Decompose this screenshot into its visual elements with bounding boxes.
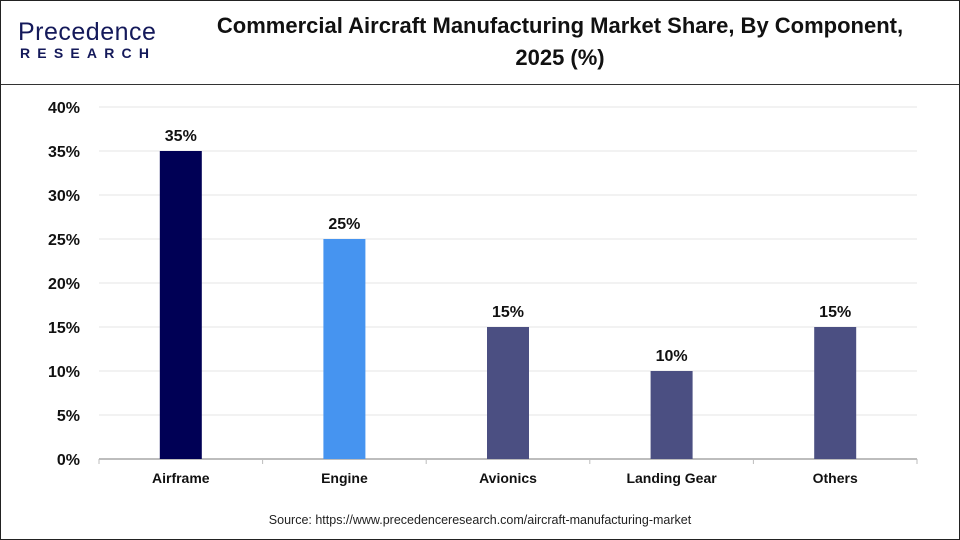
logo-text-line2: RESEARCH — [20, 45, 157, 61]
x-tick-label: Landing Gear — [626, 470, 717, 486]
y-tick-label: 0% — [57, 452, 80, 469]
logo-text-line1: Precedence — [18, 18, 157, 46]
y-tick-label: 20% — [48, 276, 80, 293]
x-tick-label: Engine — [321, 470, 368, 486]
data-label: 15% — [492, 304, 524, 321]
x-tick-label: Airframe — [152, 470, 210, 486]
x-tick-label: Avionics — [479, 470, 537, 486]
y-tick-label: 10% — [48, 364, 80, 381]
y-tick-label: 30% — [48, 188, 80, 205]
bar-avionics — [487, 327, 529, 459]
x-tick-label: Others — [813, 470, 858, 486]
header-divider — [1, 84, 959, 85]
bar-landing-gear — [650, 371, 693, 459]
y-tick-label: 35% — [48, 144, 80, 161]
y-tick-label: 5% — [57, 408, 80, 425]
precedence-research-logo: Precedence RESEARCH — [18, 18, 168, 68]
data-label: 15% — [819, 304, 851, 321]
bar-airframe — [159, 151, 202, 459]
chart-title: Commercial Aircraft Manufacturing Market… — [216, 13, 904, 70]
data-label: 35% — [165, 128, 197, 145]
bar-others — [814, 327, 857, 459]
bar-engine — [323, 239, 366, 459]
data-label: 10% — [656, 348, 688, 365]
y-tick-label: 25% — [48, 232, 80, 249]
data-label: 25% — [328, 216, 360, 233]
y-tick-label: 15% — [48, 320, 80, 337]
source-text: Source: https://www.precedenceresearch.c… — [268, 513, 692, 527]
y-tick-label: 40% — [48, 100, 80, 117]
